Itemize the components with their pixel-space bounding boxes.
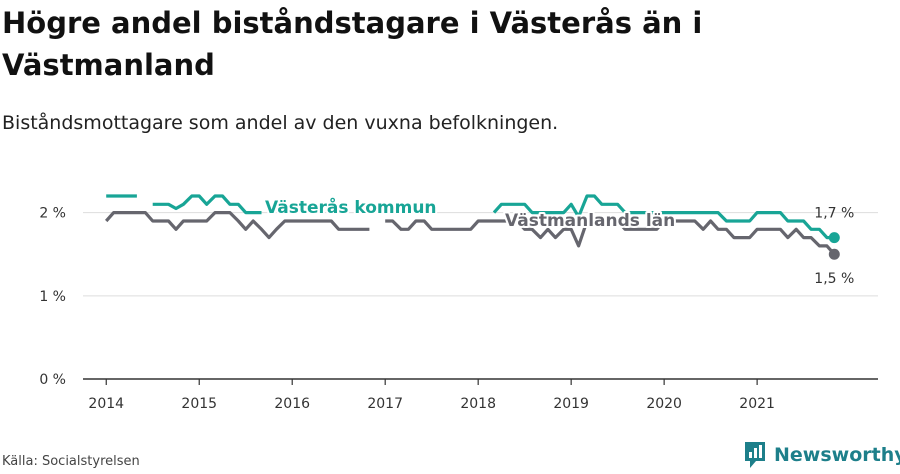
y-tick-label: 2 % <box>39 206 66 222</box>
vastmanland-series-label: Västmanlands län <box>505 211 675 231</box>
y-tick-label: 1 % <box>39 289 66 305</box>
x-tick-label: 2016 <box>274 396 310 412</box>
x-tick-label: 2015 <box>181 396 217 412</box>
x-tick-label: 2014 <box>88 396 124 412</box>
x-tick-label: 2020 <box>646 396 682 412</box>
vastmanland-line <box>105 211 370 240</box>
source-note: Källa: Socialstyrelsen <box>2 454 140 469</box>
x-tick-label: 2021 <box>739 396 775 412</box>
newsworthy-brand: Newsworthy <box>744 441 900 469</box>
vasteras-end-label: 1,7 % <box>814 206 854 222</box>
y-tick-label: 0 % <box>39 372 66 388</box>
chart-title: Högre andel biståndstagare i Västerås än… <box>2 6 703 82</box>
vastmanland-end-point <box>828 248 840 260</box>
vasteras-series-label: Västerås kommun <box>265 196 437 218</box>
vasteras-end-point <box>828 232 840 244</box>
chart-subtitle: Biståndsmottagare som andel av den vuxna… <box>2 112 559 134</box>
x-tick-label: 2017 <box>367 396 403 412</box>
vastmanland-line <box>385 219 836 256</box>
x-tick-label: 2018 <box>460 396 496 412</box>
newsworthy-logo-icon <box>745 442 765 468</box>
vastmanland-end-label: 1,5 % <box>814 271 854 287</box>
vasteras-line <box>152 194 262 215</box>
brand-name: Newsworthy <box>774 444 900 466</box>
vasteras-line <box>492 194 835 240</box>
x-tick-label: 2019 <box>553 396 589 412</box>
